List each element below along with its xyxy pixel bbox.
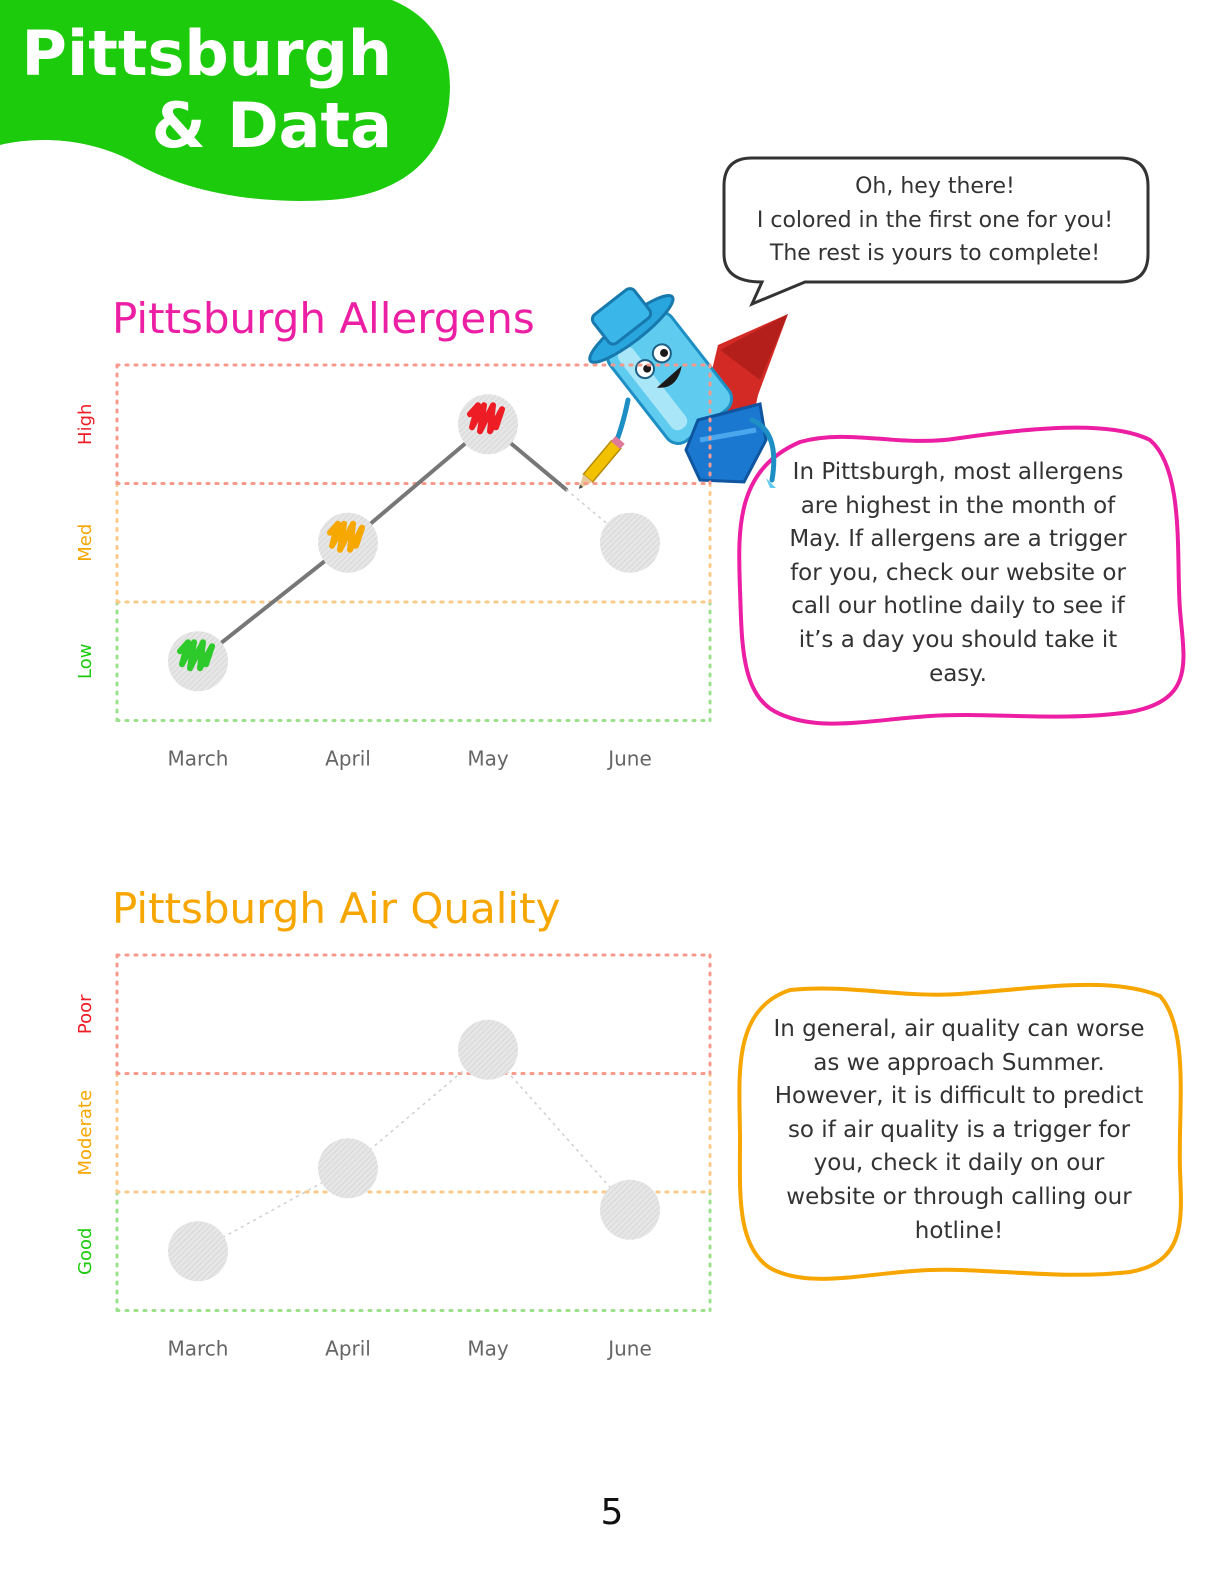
scribble-fill-mark xyxy=(327,520,365,553)
series-guide-segment xyxy=(347,1049,489,1169)
speech-line: The rest is yours to complete! xyxy=(769,241,1101,267)
y-level-label: Poor xyxy=(75,994,96,1034)
x-tick-label: June xyxy=(606,1337,652,1361)
air-quality-note-text: In general, air quality can worse as we … xyxy=(773,1016,1145,1244)
speech-bubble-text: Oh, hey there! I colored in the first on… xyxy=(730,170,1140,271)
series-line-segment xyxy=(346,422,490,545)
header-blob xyxy=(0,0,450,201)
data-point-marker xyxy=(458,1019,518,1080)
allergens-chart-title: Pittsburgh Allergens xyxy=(112,294,535,343)
y-level-label: High xyxy=(75,404,96,445)
y-level-label: Med xyxy=(75,524,96,562)
data-point-marker xyxy=(168,1221,228,1282)
data-point-marker xyxy=(318,1138,378,1199)
x-tick-label: April xyxy=(325,747,371,771)
allergens-chart: Low Med High March April May June xyxy=(75,363,712,771)
x-tick-label: June xyxy=(606,747,652,771)
data-point-marker xyxy=(600,1179,660,1240)
x-tick-label: March xyxy=(168,1337,229,1361)
air-quality-chart-title: Pittsburgh Air Quality xyxy=(112,884,561,933)
page-title: Pittsburgh & Data xyxy=(21,17,393,162)
series-line-segment xyxy=(196,540,350,664)
scribble-fill-mark xyxy=(467,402,505,435)
y-level-label: Low xyxy=(75,644,96,679)
x-tick-label: April xyxy=(325,1337,371,1361)
series-guide-segment xyxy=(487,1049,631,1211)
allergen-note-bubble xyxy=(737,425,1186,726)
data-point-marker xyxy=(600,512,660,573)
speech-line: Oh, hey there! xyxy=(855,174,1015,199)
air-note-bubble xyxy=(737,982,1183,1281)
y-level-label: Moderate xyxy=(75,1090,96,1176)
speech-line: I colored in the first one for you! xyxy=(756,207,1114,233)
y-level-label: Good xyxy=(75,1228,96,1275)
speech-bubble xyxy=(722,156,1150,307)
x-tick-label: May xyxy=(467,747,509,771)
x-tick-label: March xyxy=(168,747,229,771)
scribble-fill-mark xyxy=(177,639,215,672)
air-quality-chart: Good Moderate Poor March April May June xyxy=(75,953,712,1361)
allergens-note-text: In Pittsburgh, most allergens are highes… xyxy=(789,459,1127,687)
x-tick-label: May xyxy=(467,1337,509,1361)
page-number: 5 xyxy=(600,1492,624,1533)
